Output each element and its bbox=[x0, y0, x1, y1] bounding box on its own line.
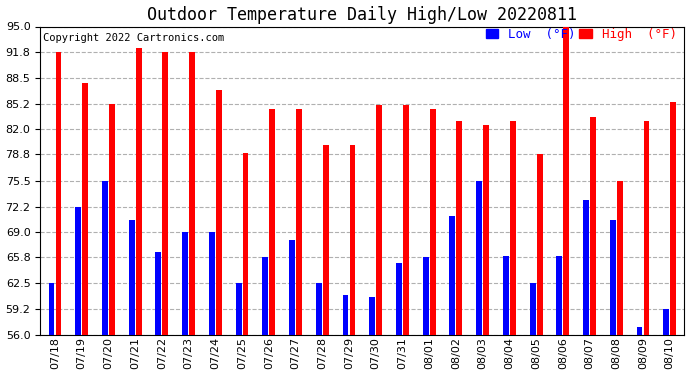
Bar bbox=[637, 327, 642, 334]
Bar bbox=[316, 283, 322, 334]
Bar bbox=[350, 145, 355, 334]
Title: Outdoor Temperature Daily High/Low 20220811: Outdoor Temperature Daily High/Low 20220… bbox=[148, 6, 578, 24]
Bar bbox=[556, 255, 562, 334]
Bar bbox=[537, 154, 542, 334]
Bar bbox=[430, 110, 435, 334]
Bar bbox=[269, 110, 275, 334]
Bar bbox=[644, 121, 649, 334]
Bar bbox=[449, 216, 455, 334]
Bar bbox=[102, 180, 108, 334]
Bar bbox=[663, 309, 669, 334]
Bar bbox=[75, 207, 81, 334]
Bar bbox=[289, 240, 295, 334]
Bar bbox=[610, 220, 615, 334]
Bar bbox=[129, 220, 135, 334]
Bar bbox=[216, 90, 221, 334]
Bar bbox=[403, 105, 409, 334]
Bar bbox=[48, 283, 55, 334]
Bar bbox=[342, 295, 348, 334]
Text: Copyright 2022 Cartronics.com: Copyright 2022 Cartronics.com bbox=[43, 33, 225, 43]
Bar bbox=[296, 110, 302, 334]
Bar bbox=[530, 283, 535, 334]
Bar bbox=[136, 48, 141, 334]
Bar bbox=[55, 52, 61, 334]
Legend: Low  (°F), High  (°F): Low (°F), High (°F) bbox=[484, 27, 678, 42]
Bar bbox=[182, 232, 188, 334]
Bar bbox=[323, 145, 328, 334]
Bar bbox=[236, 283, 241, 334]
Bar bbox=[670, 102, 676, 334]
Bar bbox=[396, 264, 402, 334]
Bar bbox=[510, 121, 516, 334]
Bar bbox=[483, 125, 489, 335]
Bar bbox=[189, 52, 195, 334]
Bar bbox=[109, 104, 115, 334]
Bar bbox=[457, 121, 462, 334]
Bar bbox=[476, 180, 482, 334]
Bar bbox=[369, 297, 375, 334]
Bar bbox=[590, 117, 596, 334]
Bar bbox=[423, 257, 428, 334]
Bar bbox=[262, 257, 268, 334]
Bar bbox=[583, 200, 589, 334]
Bar bbox=[209, 232, 215, 334]
Bar bbox=[376, 105, 382, 334]
Bar bbox=[82, 83, 88, 334]
Bar bbox=[617, 180, 622, 334]
Bar bbox=[162, 52, 168, 334]
Bar bbox=[155, 252, 161, 334]
Bar bbox=[243, 153, 248, 334]
Bar bbox=[503, 255, 509, 334]
Bar bbox=[563, 27, 569, 334]
